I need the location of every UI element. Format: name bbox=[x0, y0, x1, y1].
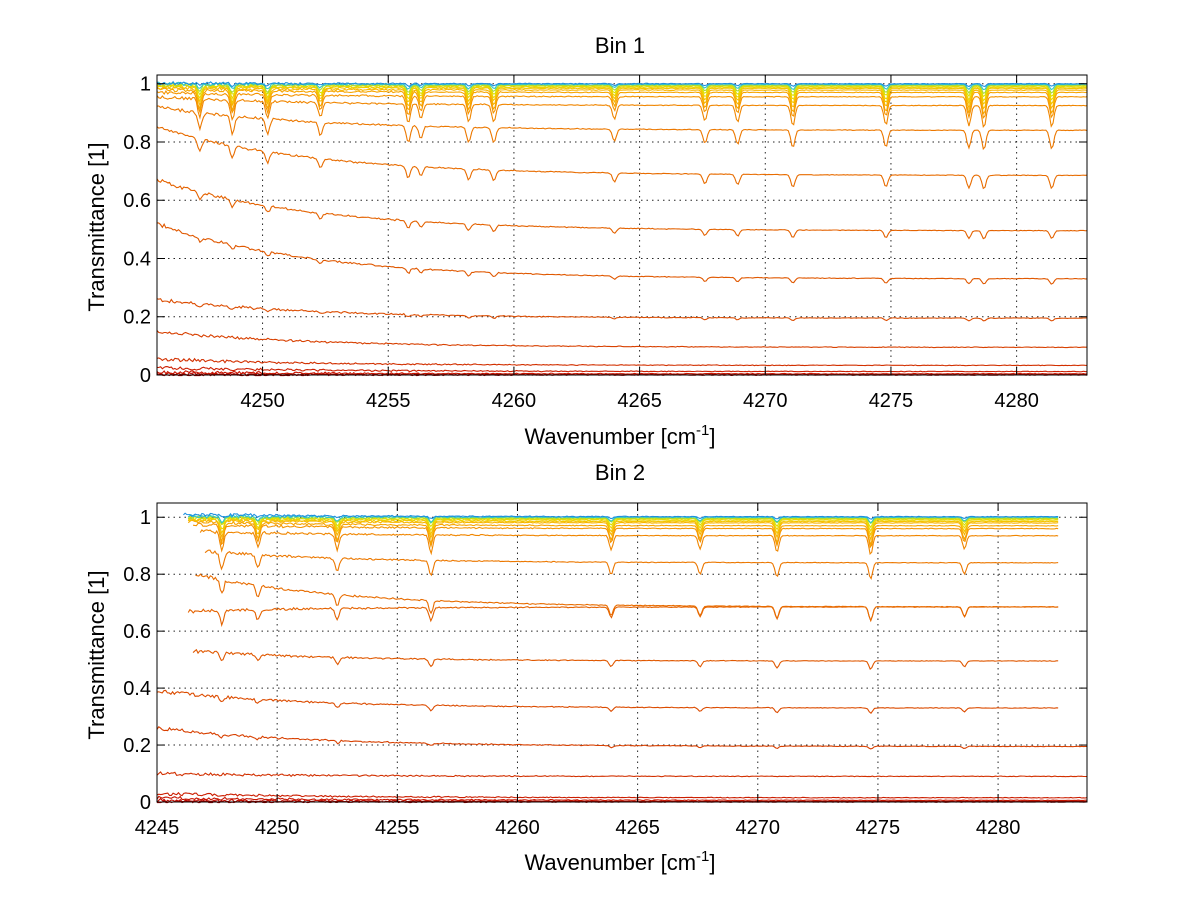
x-tick-label: 4255 bbox=[375, 817, 420, 839]
series-line bbox=[156, 222, 1088, 285]
series-line bbox=[156, 298, 1088, 322]
tick-marks: 4245 4250 4255 4260 4265 4270 4275 4280 0 0.2 0.4 0… bbox=[123, 503, 1087, 839]
series-line bbox=[156, 80, 1088, 88]
x-axis-title-end-bin-1: ] bbox=[709, 424, 715, 449]
series-line bbox=[156, 86, 1088, 111]
series-line bbox=[188, 517, 1059, 537]
series-line bbox=[156, 366, 1088, 373]
x-axis-title-bin-1: Wavenumber [cm-1] bbox=[524, 422, 715, 449]
series-line bbox=[156, 90, 1088, 120]
series-line bbox=[195, 573, 1059, 622]
y-tick-label: 0.8 bbox=[123, 564, 151, 586]
series-line bbox=[156, 87, 1088, 116]
x-tick-label: 4270 bbox=[743, 390, 788, 412]
plot-frame bbox=[156, 74, 1088, 376]
y-tick-label: 0 bbox=[140, 365, 151, 387]
series-line bbox=[156, 105, 1088, 151]
series-line bbox=[156, 795, 1088, 802]
y-tick-label: 0.8 bbox=[123, 132, 151, 154]
tick-marks: 4250 4255 4260 4265 4270 4275 4280 0 0.2 0.4 0.6 0.… bbox=[123, 74, 1087, 412]
series-lines bbox=[156, 80, 1088, 377]
y-axis-title-bin-1: Transmittance [1] bbox=[84, 142, 109, 311]
series-line bbox=[192, 648, 1059, 671]
series-line bbox=[199, 529, 1059, 556]
plot-title-bin-1: Bin 1 bbox=[595, 33, 645, 58]
y-tick-label: 0 bbox=[140, 792, 151, 814]
x-axis-title-sup-bin-2: -1 bbox=[696, 848, 709, 865]
x-tick-label: 4255 bbox=[366, 390, 411, 412]
series-line bbox=[187, 516, 1059, 533]
x-tick-label: 4260 bbox=[492, 390, 537, 412]
series-line bbox=[204, 549, 1059, 581]
series-line bbox=[156, 357, 1088, 367]
series-line bbox=[187, 519, 1059, 547]
series-line bbox=[157, 83, 1088, 102]
series-lines bbox=[156, 512, 1088, 804]
x-axis-title-bin-2: Wavenumber [cm-1] bbox=[524, 848, 715, 875]
x-tick-label: 4260 bbox=[495, 817, 540, 839]
series-line bbox=[187, 515, 1059, 529]
series-line bbox=[156, 178, 1088, 240]
y-axis-title-bin-2: Transmittance [1] bbox=[84, 570, 109, 739]
series-line bbox=[156, 330, 1088, 349]
x-tick-label: 4265 bbox=[615, 817, 660, 839]
series-line bbox=[156, 95, 1088, 128]
x-tick-label: 4280 bbox=[976, 817, 1021, 839]
panel-bin-1: Bin 1 Transmittance [1] Wavenumber [cm-1… bbox=[84, 33, 1088, 449]
y-tick-label: 0.4 bbox=[123, 678, 151, 700]
series-line bbox=[183, 512, 1059, 520]
series-line bbox=[156, 370, 1088, 376]
x-axis-title-sup-bin-1: -1 bbox=[696, 422, 709, 439]
plot-frame bbox=[156, 502, 1088, 803]
x-tick-label: 4275 bbox=[869, 390, 914, 412]
series-line bbox=[156, 725, 1088, 750]
series-line bbox=[156, 689, 1059, 715]
series-line bbox=[187, 517, 1059, 542]
grid-lines bbox=[156, 503, 1087, 803]
x-axis-title-end-bin-2: ] bbox=[709, 850, 715, 875]
x-tick-label: 4280 bbox=[994, 390, 1039, 412]
y-tick-label: 0.2 bbox=[123, 307, 151, 329]
panel-bin-2: Bin 2 Transmittance [1] Wavenumber [cm-1… bbox=[84, 460, 1088, 875]
series-line bbox=[156, 771, 1088, 778]
series-line bbox=[187, 606, 1059, 628]
y-tick-label: 1 bbox=[140, 507, 151, 529]
y-tick-label: 0.4 bbox=[123, 248, 151, 270]
x-tick-label: 4250 bbox=[240, 390, 285, 412]
y-tick-label: 0.6 bbox=[123, 621, 151, 643]
series-line bbox=[156, 126, 1088, 190]
plot-title-bin-2: Bin 2 bbox=[595, 460, 645, 485]
x-axis-title-text-bin-2: Wavenumber [cm bbox=[524, 850, 696, 875]
x-tick-label: 4270 bbox=[736, 817, 781, 839]
y-tick-label: 1 bbox=[140, 74, 151, 96]
x-tick-label: 4275 bbox=[856, 817, 901, 839]
x-tick-label: 4265 bbox=[617, 390, 662, 412]
series-line bbox=[156, 791, 1088, 799]
x-tick-label: 4245 bbox=[135, 817, 180, 839]
x-tick-label: 4250 bbox=[255, 817, 300, 839]
x-axis-title-text-bin-1: Wavenumber [cm bbox=[524, 424, 696, 449]
series-line bbox=[192, 522, 1059, 549]
y-tick-label: 0.6 bbox=[123, 190, 151, 212]
y-tick-label: 0.2 bbox=[123, 735, 151, 757]
